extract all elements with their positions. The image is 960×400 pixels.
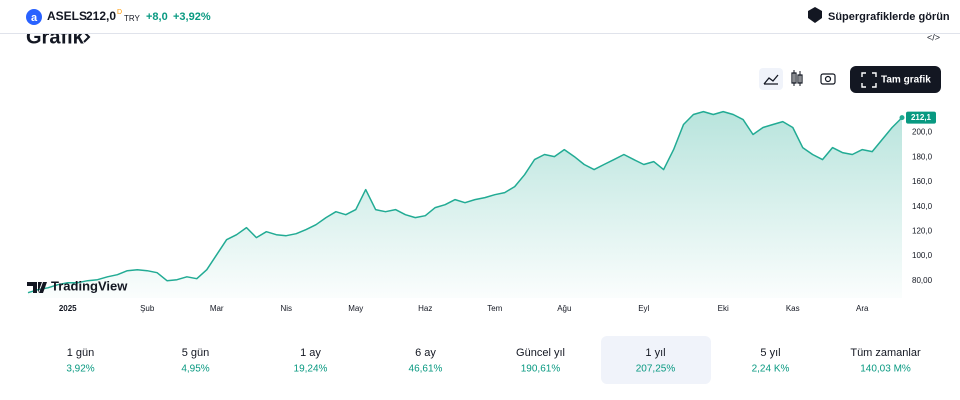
x-tick-label: Kas <box>786 304 800 313</box>
x-tick-label: Ağu <box>557 304 571 313</box>
header <box>0 0 960 33</box>
candle-style-button[interactable] <box>791 70 803 86</box>
period-label[interactable]: Tüm zamanlar <box>850 347 921 359</box>
x-tick-label: Şub <box>140 304 155 313</box>
x-tick-label: Eki <box>718 304 729 313</box>
embed-icon[interactable]: </> <box>927 32 940 42</box>
y-tick-label: 100,0 <box>912 251 933 260</box>
period-tab[interactable]: Tüm zamanlar 140,03 M% <box>850 347 921 375</box>
period-tab[interactable]: 1 yıl 207,25% <box>601 336 711 384</box>
y-tick-label: 80,00 <box>912 276 933 285</box>
y-tick-label: 200,0 <box>912 128 933 137</box>
y-tick-label: 140,0 <box>912 202 933 211</box>
x-tick-label: Eyl <box>638 304 649 313</box>
x-tick-label: Mar <box>210 304 224 313</box>
period-tab[interactable]: 5 yıl 2,24 K% <box>752 347 790 375</box>
period-tab[interactable]: 6 ay 46,61% <box>409 347 443 375</box>
plot: 80,00 100,0 120,0 140,0 160,0 180,0 200,0 2025 Ş… <box>27 110 936 313</box>
x-tick-label: Ara <box>856 304 869 313</box>
watermark: TradingView <box>51 278 128 293</box>
period-change: 46,61% <box>409 364 443 375</box>
price-line <box>27 110 903 294</box>
full-chart-label[interactable]: Tam grafik <box>881 75 931 86</box>
y-tick-label: 180,0 <box>912 152 933 161</box>
period-change: 140,03 M% <box>860 364 911 375</box>
area-style-icon <box>763 74 779 85</box>
area-fill <box>28 111 902 298</box>
period-label[interactable]: 5 yıl <box>760 347 780 359</box>
period-tab[interactable]: 1 gün 3,92% <box>66 347 94 375</box>
x-tick-label: Tem <box>487 304 502 313</box>
period-tab[interactable]: 5 gün 4,95% <box>181 347 209 375</box>
period-tab[interactable]: 1 ay 19,24% <box>294 347 328 375</box>
period-tab-selected <box>601 336 711 384</box>
last-point <box>899 115 905 121</box>
period-tab[interactable]: Güncel yıl 190,61% <box>516 347 565 375</box>
period-change: 2,24 K% <box>752 364 790 375</box>
period-change: 207,25% <box>636 364 676 375</box>
supercharts-icon <box>808 7 822 23</box>
symbol-logo <box>26 9 42 25</box>
last-value-label: 212,1 <box>911 113 932 122</box>
period-label[interactable]: 1 ay <box>300 347 321 359</box>
period-change: 4,95% <box>181 364 209 375</box>
watermark-logo <box>27 282 47 293</box>
period-label[interactable]: 5 gün <box>182 347 210 359</box>
change-percent: +3,92% <box>173 11 211 23</box>
period-label[interactable]: 1 gün <box>67 347 95 359</box>
symbol[interactable]: ASELS <box>47 9 87 23</box>
last-value-badge <box>906 111 936 124</box>
price: 212,0 <box>86 9 116 23</box>
currency: TRY <box>124 14 141 23</box>
snapshot-button[interactable] <box>820 73 836 85</box>
price-flag: D <box>117 9 122 16</box>
period-label[interactable]: 6 ay <box>415 347 436 359</box>
symbol-logo-letter: a <box>31 12 38 24</box>
x-tick-label: May <box>348 304 363 313</box>
period-label[interactable]: Güncel yıl <box>516 347 565 359</box>
fullscreen-icon <box>861 72 877 88</box>
change: +8,0 <box>146 11 168 23</box>
x-tick-label: Haz <box>418 304 432 313</box>
y-tick-label: 120,0 <box>912 226 933 235</box>
period-tabs: 1 gün 3,92% 5 gün 4,95% 1 ay 19,24% 6 ay 46,61%… <box>66 336 921 384</box>
supercharts-link[interactable]: Süpergrafiklerde görün <box>828 11 950 23</box>
x-tick-label: 2025 <box>59 304 77 313</box>
y-tick-label: 160,0 <box>912 177 933 186</box>
period-label[interactable]: 1 yıl <box>645 347 665 359</box>
period-change: 19,24% <box>294 364 328 375</box>
period-change: 190,61% <box>521 364 561 375</box>
x-tick-label: Nis <box>280 304 292 313</box>
period-change: 3,92% <box>66 364 94 375</box>
